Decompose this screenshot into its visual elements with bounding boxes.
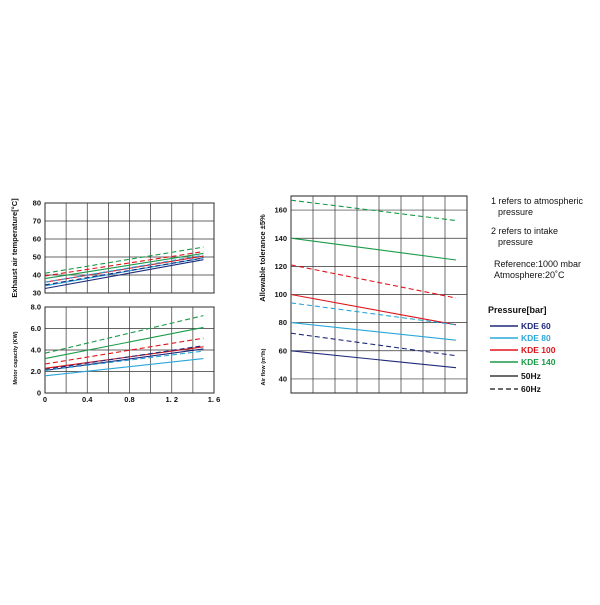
motor-ytick-label: 2.0 bbox=[31, 367, 41, 376]
airflow-series-kde60-50hz bbox=[290, 350, 457, 369]
airflow-ytick-label: 80 bbox=[279, 318, 287, 327]
motor-series-kde140-50hz bbox=[44, 326, 204, 360]
legend-label-kde60: KDE 60 bbox=[521, 321, 551, 331]
motor-ytick-label: 0 bbox=[37, 389, 41, 398]
airflow-series-kde80-60hz bbox=[290, 302, 457, 326]
legend-title: Pressure[bar] bbox=[488, 305, 547, 315]
motor-ytick-label: 6.0 bbox=[31, 324, 41, 333]
airflow-ytick-label: 100 bbox=[274, 290, 287, 299]
motor-xtick-label: 0 bbox=[43, 395, 47, 404]
legend-label-kde80: KDE 80 bbox=[521, 333, 551, 343]
motor-ytick-label: 4.0 bbox=[31, 346, 41, 355]
motor-series-kde100-60hz bbox=[44, 337, 204, 365]
exhaust-series-kde140-50hz bbox=[44, 252, 204, 280]
exhaust-ytick-label: 70 bbox=[33, 217, 41, 226]
charts-layer: 30 40 50 60 70 80 Exhaust air temperature[°C] 0… bbox=[10, 195, 468, 404]
motor-chart: 0 2.0 4.0 6.0 8.0 0 0.4 0.8 1. 2 1. 6 Motor capaci… bbox=[13, 303, 220, 404]
airflow-ylabel: Allowable tolerance ±5% bbox=[258, 214, 267, 302]
airflow-series-kde140-50hz bbox=[290, 237, 457, 261]
airflow-ytick-label: 40 bbox=[279, 375, 287, 384]
motor-xtick-label: 0.8 bbox=[124, 395, 134, 404]
notes-block: 1 refers to atmospheric pressure 2 refer… bbox=[491, 196, 584, 280]
note-1-line-2: pressure bbox=[498, 207, 533, 217]
motor-series-kde60-60hz bbox=[44, 345, 204, 370]
atmosphere-note: Atmosphere:20˚C bbox=[494, 270, 565, 280]
exhaust-series-kde60-60hz bbox=[44, 257, 204, 286]
exhaust-ytick-label: 50 bbox=[33, 253, 41, 262]
motor-xtick-label: 0.4 bbox=[82, 395, 93, 404]
legend-label-kde140: KDE 140 bbox=[521, 357, 556, 367]
exhaust-series-kde140-60hz bbox=[44, 246, 204, 274]
note-2-line-1: 2 refers to intake bbox=[491, 226, 558, 236]
exhaust-ylabel: Exhaust air temperature[°C] bbox=[10, 198, 19, 298]
airflow-series-kde60-60hz bbox=[290, 332, 457, 357]
legend-label-kde100: KDE 100 bbox=[521, 345, 556, 355]
airflow-chart: 40 60 80 100 120 140 160 Allowable tolerance ±5… bbox=[258, 195, 468, 394]
airflow-ytick-label: 60 bbox=[279, 346, 287, 355]
legend: Pressure[bar] KDE 60 KDE 80 KDE 100 KDE 140… bbox=[488, 305, 556, 394]
legend-50hz-label: 50Hz bbox=[521, 371, 541, 381]
airflow-series-kde140-60hz bbox=[290, 199, 457, 222]
exhaust-series-kde100-60hz bbox=[44, 251, 204, 277]
motor-xtick-label: 1. 2 bbox=[165, 395, 178, 404]
motor-series-kde80-60hz bbox=[44, 350, 204, 371]
motor-series-kde140-60hz bbox=[44, 315, 204, 354]
note-1-line-1: 1 refers to atmospheric bbox=[491, 196, 584, 206]
motor-xtick-label: 1. 6 bbox=[208, 395, 221, 404]
airflow-ytick-label: 120 bbox=[274, 262, 287, 271]
legend-items: KDE 60 KDE 80 KDE 100 KDE 140 bbox=[490, 321, 556, 367]
exhaust-series-kde80-60hz bbox=[44, 254, 204, 283]
exhaust-chart: 30 40 50 60 70 80 Exhaust air temperature[°C] bbox=[10, 198, 215, 298]
airflow-series-kde100-50hz bbox=[290, 293, 457, 326]
airflow-ylabel-2: Air flow (m³/h) bbox=[260, 348, 267, 385]
exhaust-ytick-label: 30 bbox=[33, 289, 41, 298]
exhaust-ytick-label: 80 bbox=[33, 199, 41, 208]
exhaust-ytick-label: 60 bbox=[33, 235, 41, 244]
exhaust-ytick-label: 40 bbox=[33, 271, 41, 280]
airflow-series-kde80-50hz bbox=[290, 322, 457, 341]
legend-60hz-label: 60Hz bbox=[521, 384, 541, 394]
note-2-line-2: pressure bbox=[498, 237, 533, 247]
reference-note: Reference:1000 mbar bbox=[494, 259, 581, 269]
exhaust-series-kde60-50hz bbox=[44, 259, 204, 290]
airflow-ytick-label: 140 bbox=[274, 234, 287, 243]
motor-series-kde80-50hz bbox=[44, 358, 204, 377]
airflow-ytick-label: 160 bbox=[274, 206, 287, 215]
motor-ylabel: Motor capacity (KW) bbox=[13, 331, 19, 384]
motor-ytick-label: 8.0 bbox=[31, 303, 41, 312]
airflow-series-kde100-60hz bbox=[290, 264, 457, 299]
